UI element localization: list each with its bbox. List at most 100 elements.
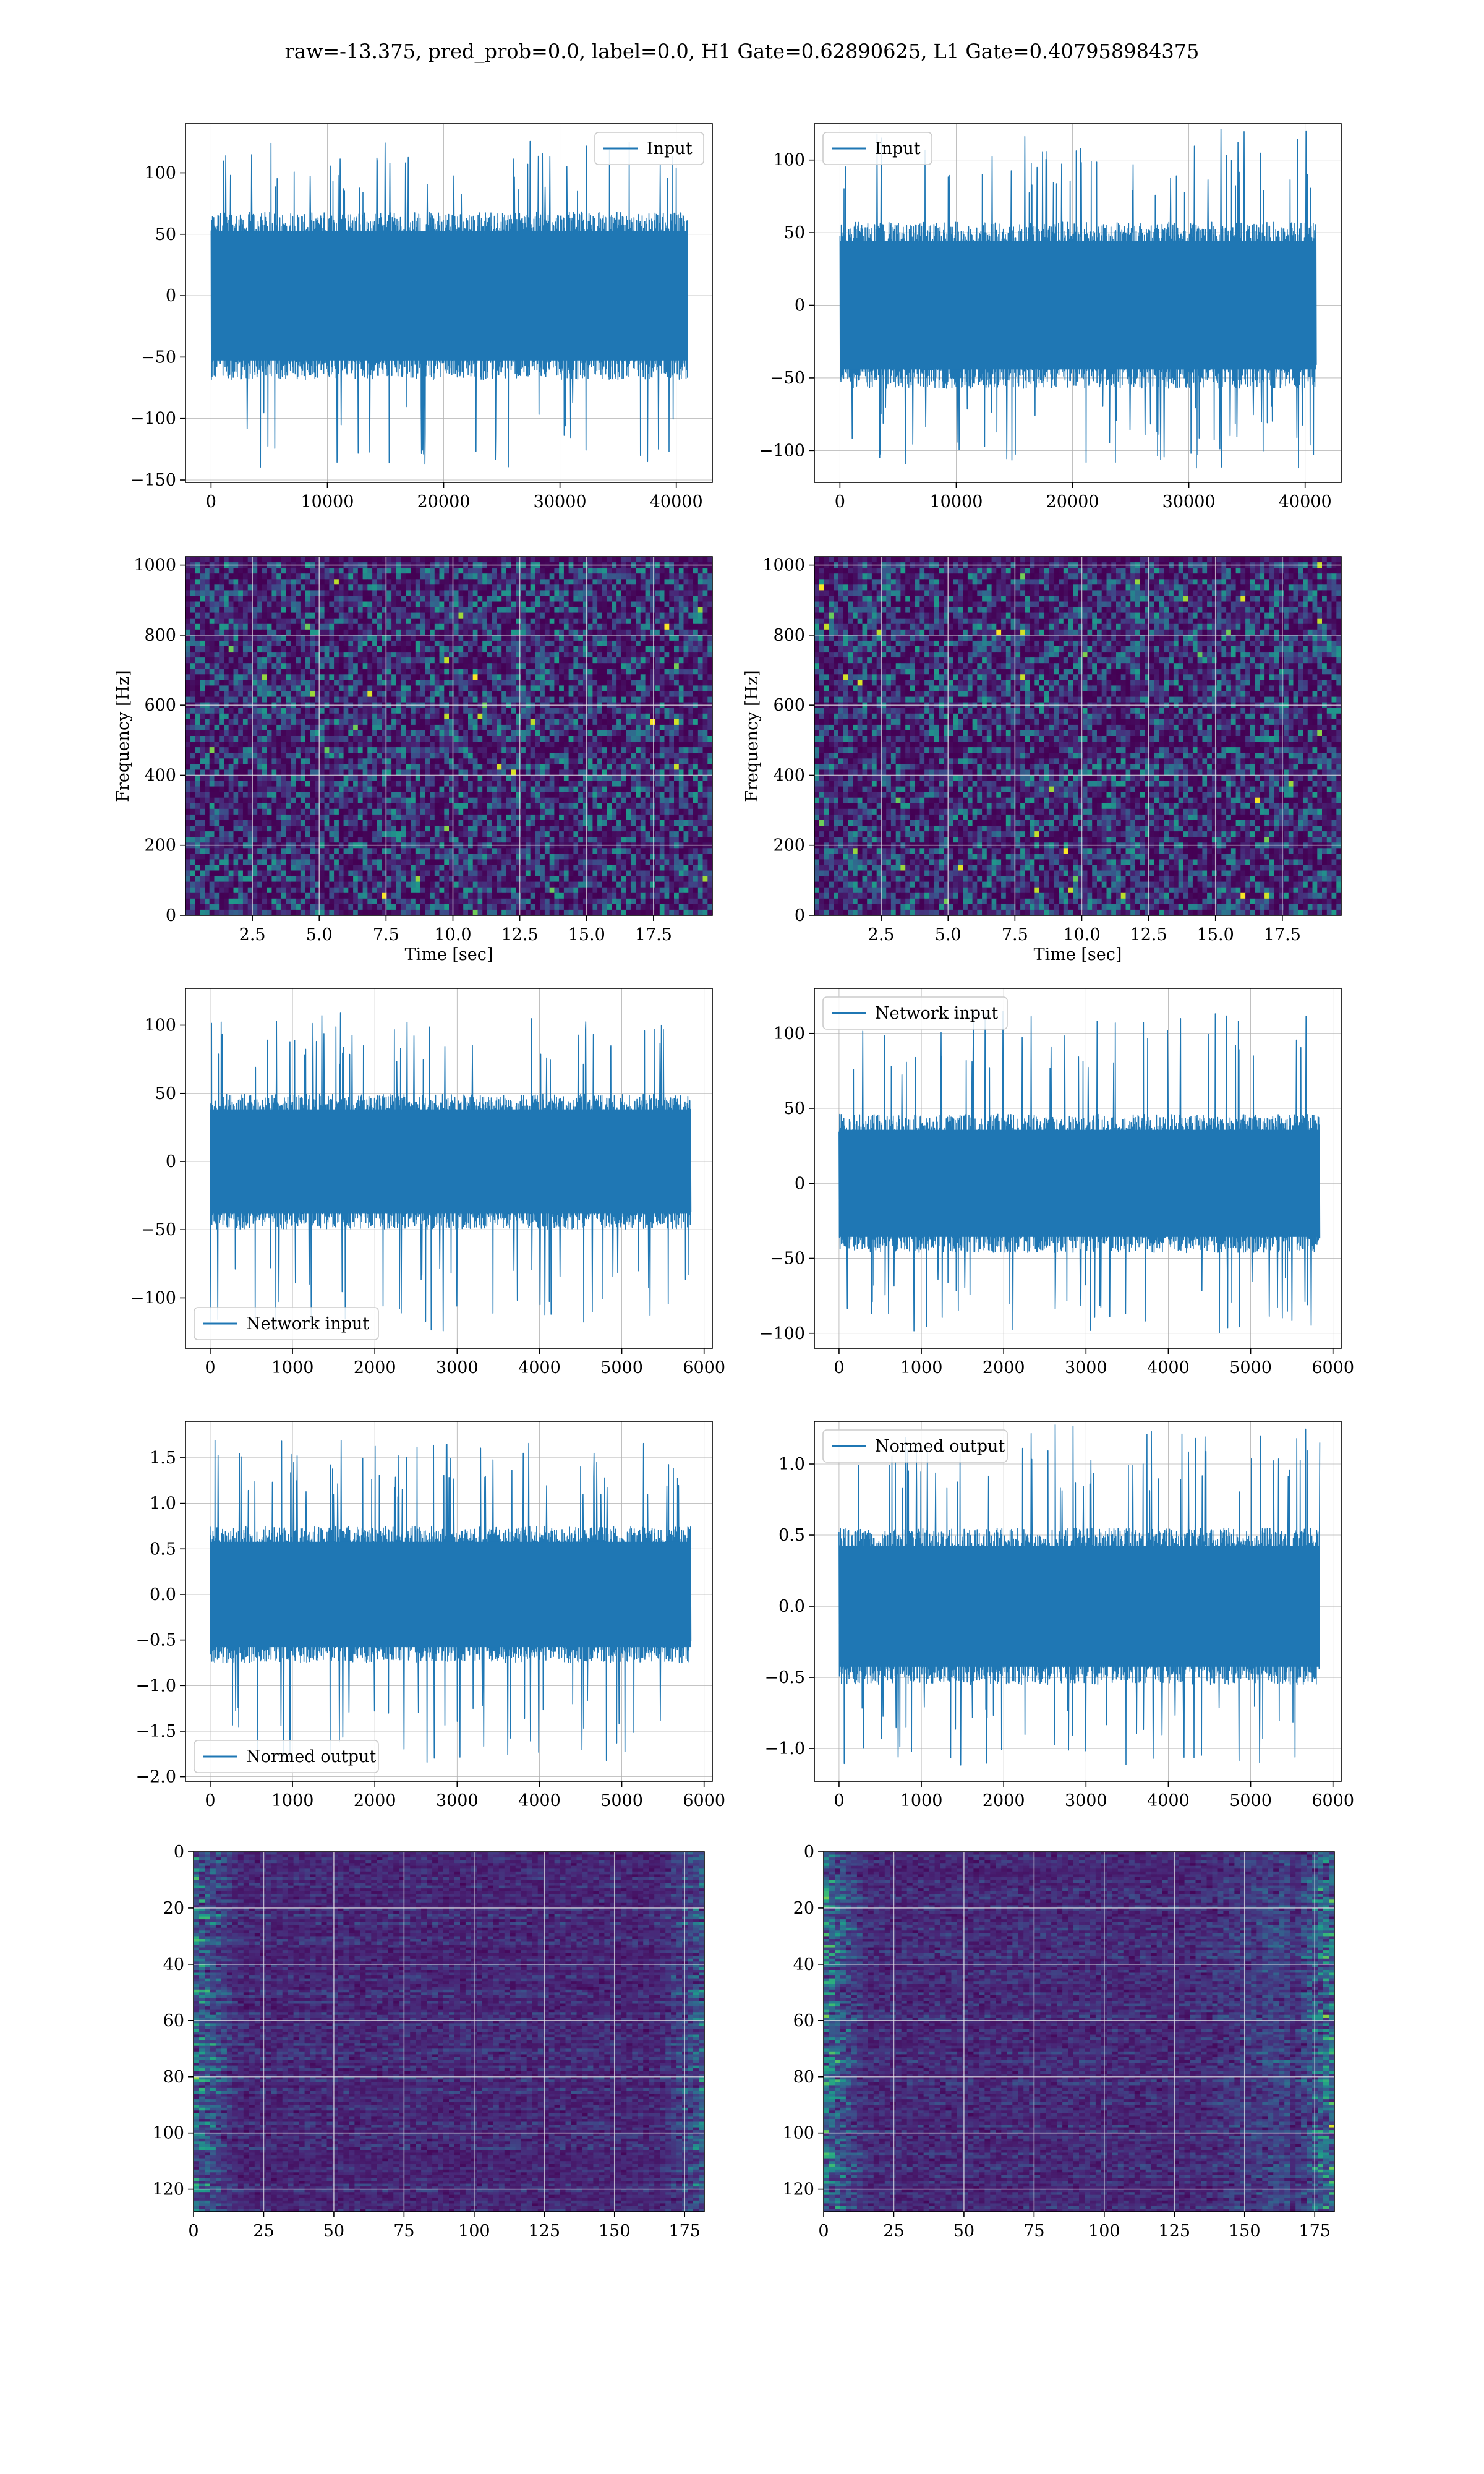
l1-normed-output-ytick-label: 0.0 [778, 1597, 805, 1616]
h1-normed-output-xtick-label: 4000 [518, 1791, 561, 1810]
l1-network-input-legend-box [822, 996, 1008, 1030]
h1-feature-map-grid [194, 1852, 704, 2212]
h1-spectrogram-frame [185, 556, 713, 916]
h1-network-input-frame [185, 988, 713, 1349]
h1-network-input-legend: Network input [194, 1307, 379, 1340]
l1-feature-map-xtick-label: 0 [818, 2222, 829, 2241]
l1-network-input-legend-label: Network input [875, 1004, 998, 1023]
h1-normed-output-ytick-label: 0.5 [150, 1539, 176, 1559]
h1-network-input-xtick-label: 6000 [683, 1358, 725, 1377]
h1-network-input-ytick-label: −50 [141, 1220, 176, 1239]
h1-normed-output-xtick-label: 5000 [600, 1791, 643, 1810]
l1-normed-output-xtick-label: 4000 [1147, 1791, 1190, 1810]
h1-network-input-legend-label: Network input [246, 1314, 369, 1333]
l1-network-input-ytick-label: −50 [770, 1249, 805, 1269]
l1-feature-map-xtick-label: 75 [1023, 2222, 1044, 2241]
l1-spectrogram-ytick-label: 200 [773, 836, 805, 855]
l1-normed-output-frame [814, 1421, 1342, 1782]
l1-input-legend-box [822, 132, 932, 165]
l1-input-ytick-label: −100 [759, 441, 805, 460]
l1-input-xtick-label: 40000 [1279, 492, 1332, 511]
l1-input-axes: 0 10000 20000 30000 40000 −100 −50 0 50 100 Input [759, 123, 1342, 511]
h1-normed-output-xtick-label: 2000 [354, 1791, 396, 1810]
h1-network-input-ytick-label: −100 [130, 1288, 176, 1308]
l1-network-input-plot-area [814, 988, 1341, 1348]
h1-normed-output-series-core [210, 1541, 691, 1648]
l1-input-series-core [840, 241, 1316, 370]
h1-feature-map-xtick-label: 150 [599, 2222, 631, 2241]
h1-input-ytick-label: −50 [141, 348, 176, 367]
h1-input-series-core [211, 231, 688, 361]
l1-input-frame [814, 123, 1342, 483]
h1-normed-output-ytick-label: 1.0 [150, 1494, 176, 1513]
h1-input-xtick-label: 30000 [534, 492, 587, 511]
l1-spectrogram-xtick-label: 12.5 [1130, 925, 1167, 944]
l1-feature-map-xtick-label: 150 [1229, 2222, 1261, 2241]
l1-feature-map-xtick-label: 175 [1298, 2222, 1331, 2241]
l1-normed-output-axes: 0 1000 2000 3000 4000 5000 6000 −1.0 −0.5 0.0 0.5 1… [764, 1421, 1354, 1810]
l1-feature-map-ytick-label: 60 [793, 2011, 814, 2031]
l1-feature-map-xtick-label: 50 [953, 2222, 974, 2241]
l1-input-ytick-label: −50 [770, 369, 805, 388]
l1-input-ytick-label: 50 [784, 223, 805, 242]
l1-spectrogram-xtick-label: 5.0 [935, 925, 962, 944]
l1-feature-map-ytick-label: 0 [804, 1843, 814, 1862]
h1-network-input-legend-box [194, 1307, 379, 1340]
h1-feature-map-axes: 0 25 50 75 100 125 150 175 0 20 40 60 80 100 120 [152, 1843, 705, 2241]
l1-input-legend-label: Input [875, 139, 921, 158]
h1-spectrogram-ylabel: Frequency [Hz] [114, 670, 133, 802]
h1-spectrogram-xtick-label: 5.0 [306, 925, 333, 944]
l1-network-input-ytick-label: −100 [759, 1324, 805, 1343]
l1-normed-output-xtick-label: 3000 [1065, 1791, 1107, 1810]
h1-normed-output-ytick-label: −2.0 [135, 1768, 176, 1787]
h1-spectrogram-xtick-label: 12.5 [501, 925, 539, 944]
h1-network-input-xtick-label: 0 [205, 1358, 215, 1377]
l1-normed-output-ytick-label: −1.0 [764, 1739, 805, 1758]
h1-normed-output-ytick-label: 1.5 [150, 1449, 176, 1468]
h1-input-plot-area [186, 124, 712, 482]
h1-normed-output-xtick-label: 6000 [683, 1791, 725, 1810]
l1-spectrogram-ytick-label: 600 [773, 696, 805, 715]
l1-spectrogram-ylabel: Frequency [Hz] [743, 670, 762, 802]
l1-feature-map-axes: 0 25 50 75 100 125 150 175 0 20 40 60 80 100 120 [782, 1843, 1335, 2241]
h1-input-legend-box [594, 132, 704, 165]
h1-spectrogram-ytick-label: 600 [144, 696, 176, 715]
h1-normed-output-ytick-label: −0.5 [135, 1631, 176, 1650]
h1-feature-map-ytick-label: 20 [163, 1899, 184, 1918]
l1-spectrogram-xtick-label: 15.0 [1197, 925, 1234, 944]
h1-feature-map-ytick-label: 60 [163, 2011, 184, 2031]
h1-spectrogram-heatmap-cells [186, 557, 712, 915]
l1-network-input-xtick-label: 0 [834, 1358, 844, 1377]
h1-spectrogram-xtick-label: 15.0 [568, 925, 605, 944]
h1-network-input-xtick-label: 5000 [600, 1358, 643, 1377]
l1-normed-output-ytick-label: 1.0 [778, 1455, 805, 1474]
h1-feature-map-xtick-label: 50 [323, 2222, 344, 2241]
l1-normed-output-plot-area [814, 1421, 1341, 1781]
h1-input-ytick-label: 0 [166, 286, 176, 306]
l1-normed-output-ytick-label: 0.5 [778, 1526, 805, 1545]
h1-normed-output-legend-box [194, 1740, 379, 1773]
figure-title: raw=-13.375, pred_prob=0.0, label=0.0, H… [0, 40, 1484, 63]
l1-normed-output-legend: Normed output [822, 1429, 1008, 1463]
h1-spectrogram-plot-area [186, 557, 712, 915]
l1-network-input-ytick-label: 0 [795, 1174, 805, 1193]
l1-normed-output-xtick-label: 2000 [983, 1791, 1025, 1810]
l1-network-input-legend: Network input [822, 996, 1008, 1030]
l1-spectrogram-plot-area [814, 557, 1341, 915]
l1-normed-output-legend-box [822, 1429, 1008, 1463]
l1-normed-output-series-core [838, 1546, 1320, 1667]
l1-input-ytick-label: 0 [795, 296, 805, 315]
l1-spectrogram-ytick-label: 400 [773, 766, 805, 785]
l1-network-input-axes: 0 1000 2000 3000 4000 5000 6000 −100 −50 0 50 100 Ne… [759, 988, 1354, 1377]
l1-feature-map-frame [823, 1851, 1335, 2212]
h1-feature-map-heatmap-cells [194, 1852, 704, 2212]
l1-normed-output-xtick-label: 1000 [900, 1791, 943, 1810]
l1-normed-output-xtick-label: 6000 [1311, 1791, 1354, 1810]
l1-normed-output-ytick-label: −0.5 [764, 1668, 805, 1687]
h1-feature-map-plot-area [194, 1852, 704, 2212]
l1-spectrogram-xtick-label: 7.5 [1002, 925, 1028, 944]
h1-feature-map-xtick-label: 25 [253, 2222, 274, 2241]
l1-input-legend: Input [822, 132, 932, 165]
l1-feature-map-plot-area [824, 1852, 1334, 2212]
l1-spectrogram-ytick-label: 1000 [762, 556, 805, 575]
